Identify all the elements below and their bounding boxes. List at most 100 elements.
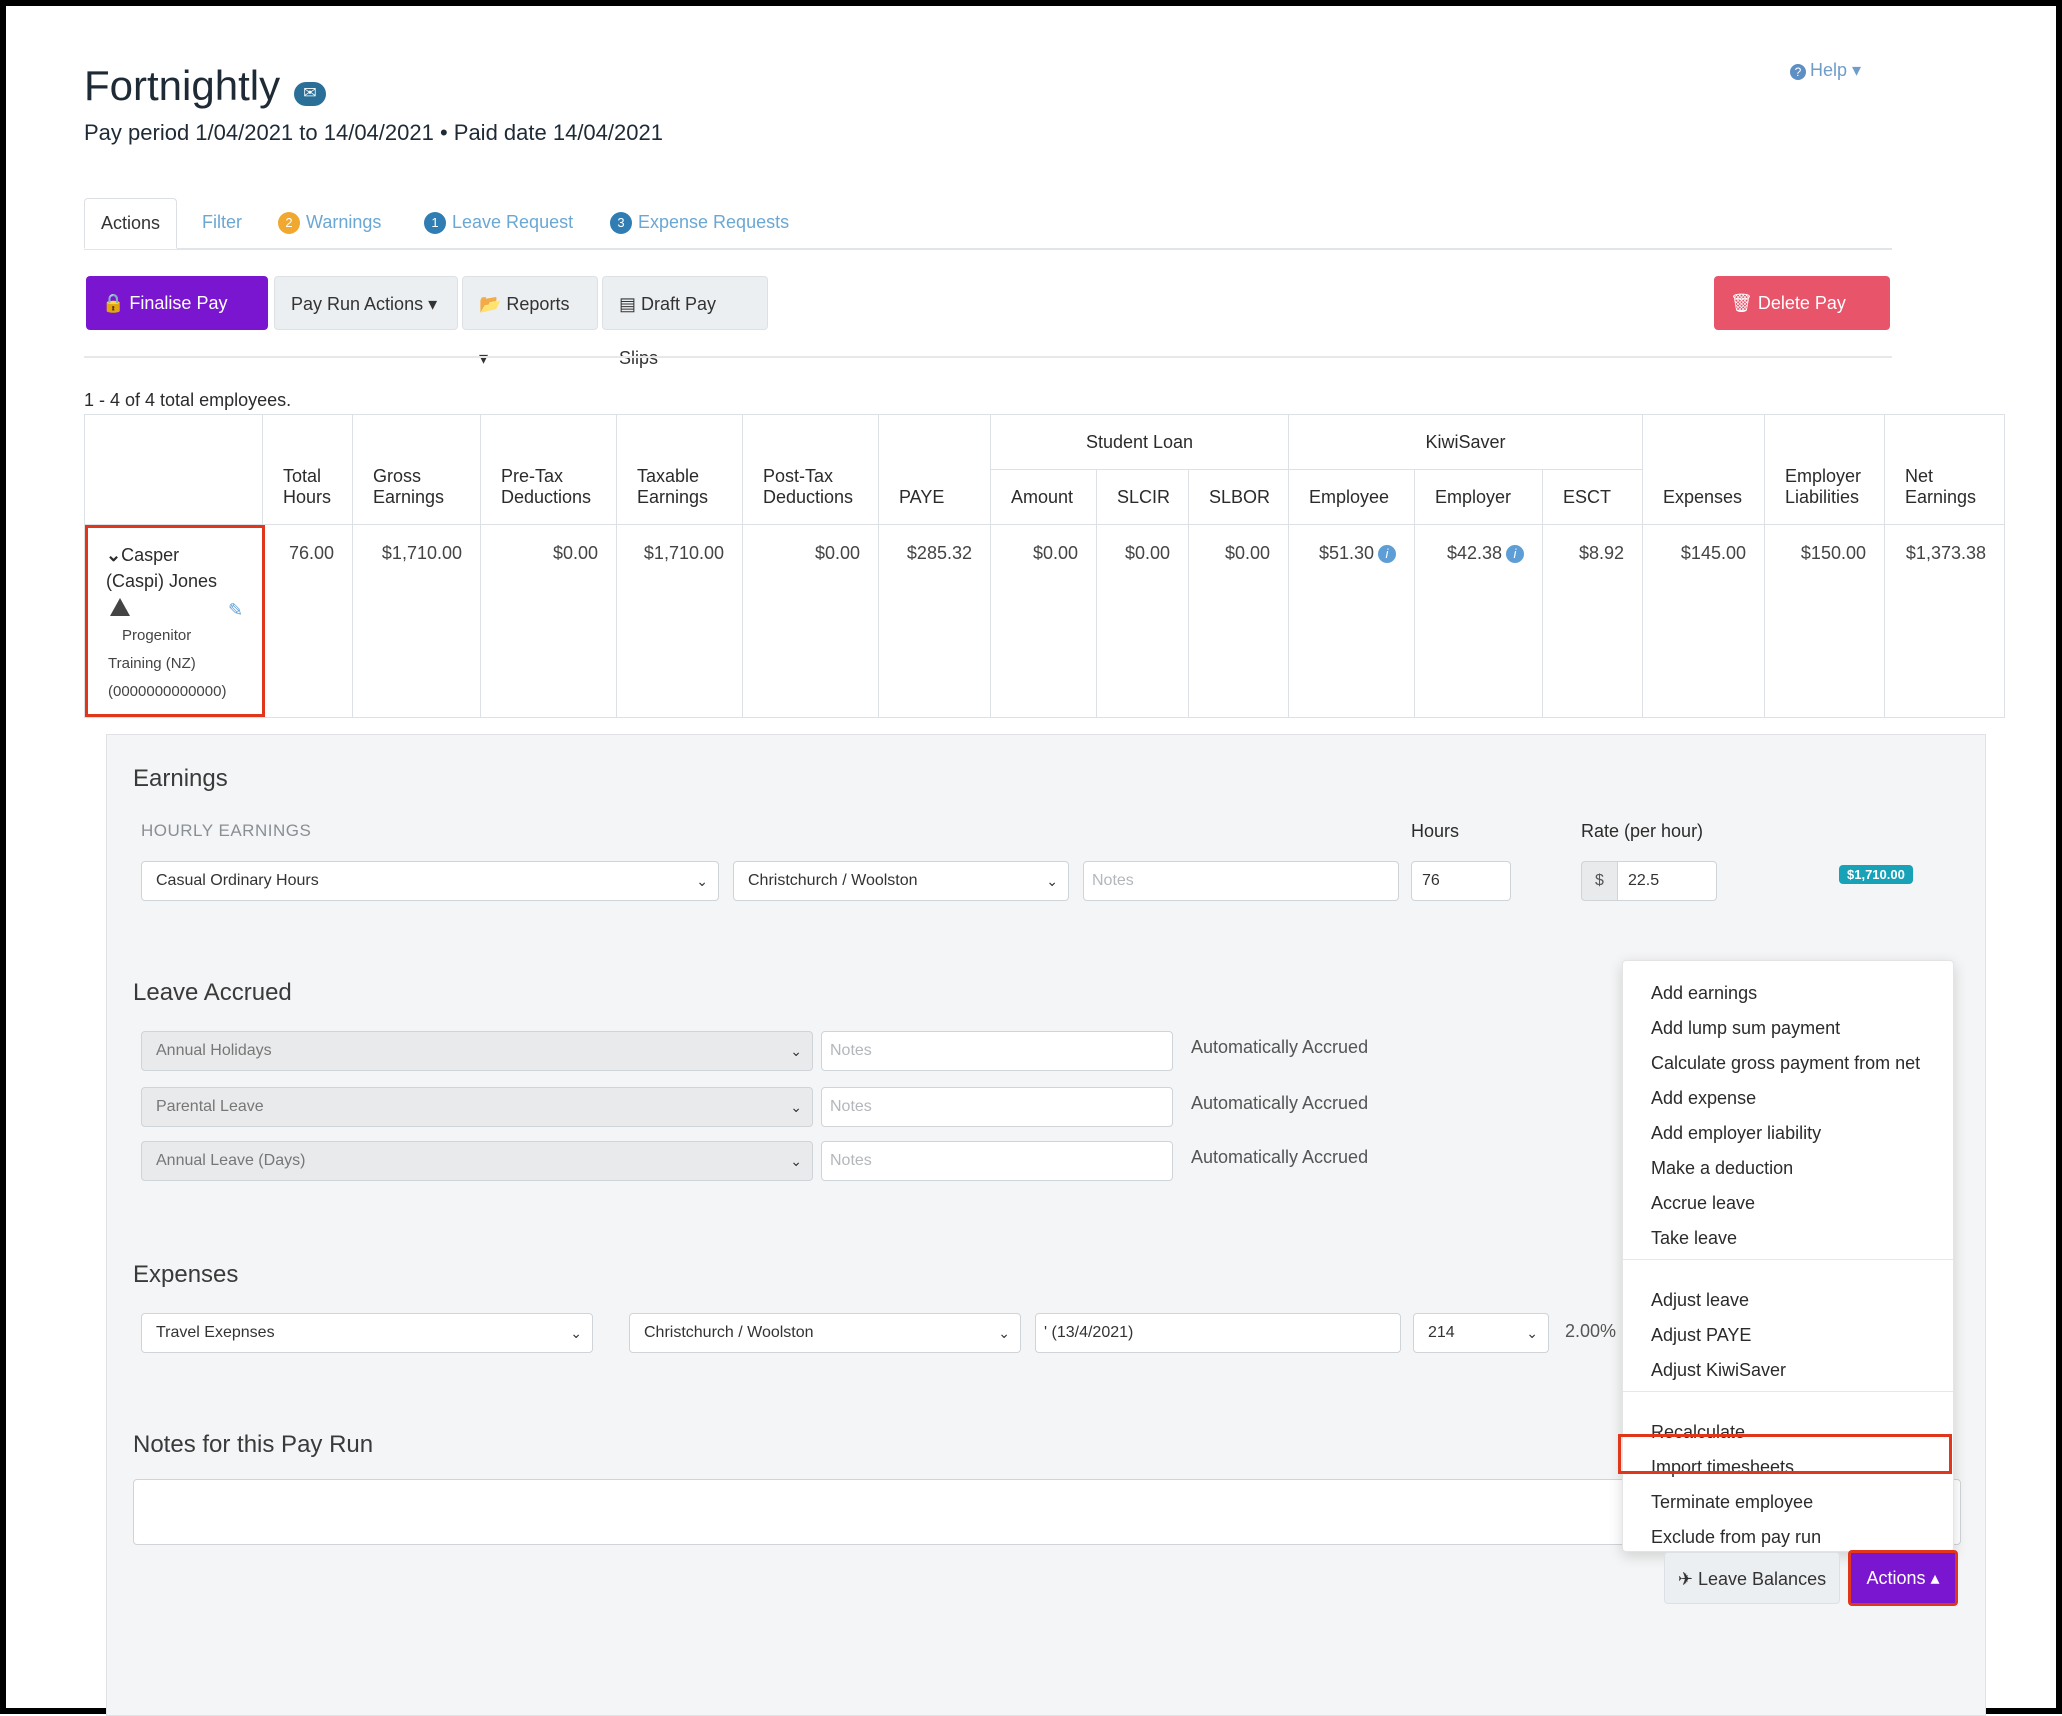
tab-leave-request[interactable]: 1 Leave Request <box>408 198 589 246</box>
leave-count-badge: 1 <box>424 212 446 234</box>
menu-adjust-paye[interactable]: Adjust PAYE <box>1651 1325 1751 1346</box>
tab-leave-label: Leave Request <box>452 212 573 232</box>
leave-accrued-title: Leave Accrued <box>133 979 292 1007</box>
leave-type-select-2[interactable]: Parental Leave ⌄ <box>141 1087 813 1127</box>
pay-period-subtitle: Pay period 1/04/2021 to 14/04/2021 • Pai… <box>84 120 663 146</box>
menu-calculate-gross[interactable]: Calculate gross payment from net <box>1651 1053 1920 1074</box>
total-hours-header: Total Hours <box>263 415 353 525</box>
menu-separator <box>1623 1259 1953 1260</box>
menu-make-deduction[interactable]: Make a deduction <box>1651 1158 1793 1179</box>
finalise-pay-run-button[interactable]: 🔒 Finalise Pay Run <box>86 276 268 330</box>
import-timesheets-highlight <box>1618 1434 1952 1474</box>
pay-run-actions-button[interactable]: Pay Run Actions ▾ <box>274 276 458 330</box>
slbor-cell: $0.00 <box>1189 525 1289 718</box>
earnings-notes-input[interactable]: Notes <box>1083 861 1399 901</box>
slcir-cell: $0.00 <box>1097 525 1189 718</box>
menu-add-earnings[interactable]: Add earnings <box>1651 983 1757 1004</box>
tab-actions[interactable]: Actions <box>84 198 177 249</box>
chevron-down-icon: ⌄ <box>696 862 708 900</box>
employer-liabilities-cell: $150.00 <box>1765 525 1885 718</box>
location-select[interactable]: Christchurch / Woolston ⌄ <box>733 861 1069 901</box>
actions-button[interactable]: Actions ▴ <box>1848 1550 1958 1606</box>
help-label: Help ▾ <box>1810 60 1861 80</box>
total-hours-cell: 76.00 <box>263 525 353 718</box>
chevron-down-icon: ⌄ <box>1526 1314 1538 1352</box>
delete-pay-run-button[interactable]: 🗑 Delete Pay Run <box>1714 276 1890 330</box>
email-icon[interactable]: ✉ <box>294 82 326 106</box>
menu-separator <box>1623 1391 1953 1392</box>
ks-employee-cell: $51.30 i <box>1289 525 1415 718</box>
leave-notes-input-2[interactable]: Notes <box>821 1087 1173 1127</box>
expenses-header: Expenses <box>1643 415 1765 525</box>
menu-accrue-leave[interactable]: Accrue leave <box>1651 1193 1755 1214</box>
expense-rate: 2.00% <box>1565 1321 1616 1342</box>
leave-type-select-3[interactable]: Annual Leave (Days) ⌄ <box>141 1141 813 1181</box>
net-earnings-header: Net Earnings <box>1885 415 2005 525</box>
tab-warnings[interactable]: 2 Warnings <box>262 198 397 246</box>
earnings-total-badge: $1,710.00 <box>1839 865 1913 884</box>
leave-status-1: Automatically Accrued <box>1191 1037 1368 1058</box>
hours-input[interactable]: 76 <box>1411 861 1511 901</box>
ks-employer-header: Employer <box>1415 470 1543 525</box>
menu-take-leave[interactable]: Take leave <box>1651 1228 1737 1249</box>
kiwisaver-header: KiwiSaver <box>1289 415 1643 470</box>
leave-notes-input-3[interactable]: Notes <box>821 1141 1173 1181</box>
slbor-header: SLBOR <box>1189 470 1289 525</box>
gross-earnings-cell: $1,710.00 <box>353 525 481 718</box>
expense-location-select[interactable]: Christchurch / Woolston ⌄ <box>629 1313 1021 1353</box>
menu-add-expense[interactable]: Add expense <box>1651 1088 1756 1109</box>
leave-status-3: Automatically Accrued <box>1191 1147 1368 1168</box>
expense-notes-input[interactable]: ' (13/4/2021) <box>1035 1313 1401 1353</box>
employee-table: Total Hours Gross Earnings Pre-Tax Deduc… <box>84 414 2005 718</box>
chevron-down-icon: ⌄ <box>1046 862 1058 900</box>
menu-adjust-kiwisaver[interactable]: Adjust KiwiSaver <box>1651 1360 1786 1381</box>
chevron-down-icon: ⌄ <box>790 1088 802 1126</box>
menu-terminate-employee[interactable]: Terminate employee <box>1651 1492 1813 1513</box>
pay-category-select[interactable]: Casual Ordinary Hours ⌄ <box>141 861 719 901</box>
employer-org: Progenitor Training (NZ) (0000000000000) <box>108 622 226 706</box>
warning-icon <box>110 598 130 616</box>
chevron-down-icon[interactable]: ⌄ <box>106 545 121 565</box>
tab-expense-requests[interactable]: 3 Expense Requests <box>594 198 805 246</box>
hourly-earnings-label: HOURLY EARNINGS <box>141 821 311 841</box>
currency-addon: $ <box>1581 861 1617 901</box>
menu-add-lump-sum[interactable]: Add lump sum payment <box>1651 1018 1840 1039</box>
paye-header: PAYE <box>879 415 991 525</box>
expenses-cell: $145.00 <box>1643 525 1765 718</box>
post-tax-cell: $0.00 <box>743 525 879 718</box>
tab-expense-label: Expense Requests <box>638 212 789 232</box>
rate-input[interactable]: 22.5 <box>1617 861 1717 901</box>
leave-type-select-1[interactable]: Annual Holidays ⌄ <box>141 1031 813 1071</box>
toolbar-divider <box>84 356 1892 358</box>
notes-title: Notes for this Pay Run <box>133 1431 373 1459</box>
ks-employee-header: Employee <box>1289 470 1415 525</box>
menu-add-employer-liability[interactable]: Add employer liability <box>1651 1123 1821 1144</box>
expense-category-select[interactable]: Travel Exepnses ⌄ <box>141 1313 593 1353</box>
edit-pencil-icon[interactable]: ✎ <box>228 600 243 621</box>
menu-adjust-leave[interactable]: Adjust leave <box>1651 1290 1749 1311</box>
expense-count-badge: 3 <box>610 212 632 234</box>
expense-code-select[interactable]: 214 ⌄ <box>1413 1313 1549 1353</box>
leave-notes-input-1[interactable]: Notes <box>821 1031 1173 1071</box>
leave-status-2: Automatically Accrued <box>1191 1093 1368 1114</box>
tab-bar: Actions Filter 2 Warnings 1 Leave Request … <box>84 198 1892 250</box>
gross-earnings-header: Gross Earnings <box>353 415 481 525</box>
info-icon[interactable]: i <box>1378 545 1396 563</box>
chevron-down-icon: ⌄ <box>790 1142 802 1180</box>
chevron-down-icon: ⌄ <box>790 1032 802 1070</box>
help-dropdown[interactable]: ? Help ▾ <box>1790 60 1861 81</box>
taxable-cell: $1,710.00 <box>617 525 743 718</box>
info-icon[interactable]: i <box>1506 545 1524 563</box>
expenses-title: Expenses <box>133 1261 238 1289</box>
leave-balances-button[interactable]: ✈ Leave Balances <box>1664 1552 1840 1604</box>
employer-liabilities-header: Employer Liabilities <box>1765 415 1885 525</box>
rate-label: Rate (per hour) <box>1581 821 1703 842</box>
tab-filter[interactable]: Filter <box>186 198 258 246</box>
employee-name[interactable]: ⌄Casper (Caspi) Jones <box>106 542 217 594</box>
sl-amount-header: Amount <box>991 470 1097 525</box>
pre-tax-cell: $0.00 <box>481 525 617 718</box>
reports-button[interactable]: 📂 Reports ▾ <box>462 276 598 330</box>
menu-exclude-from-pay-run[interactable]: Exclude from pay run <box>1651 1527 1821 1548</box>
draft-pay-slips-button[interactable]: ▤ Draft Pay Slips <box>602 276 768 330</box>
paye-cell: $285.32 <box>879 525 991 718</box>
